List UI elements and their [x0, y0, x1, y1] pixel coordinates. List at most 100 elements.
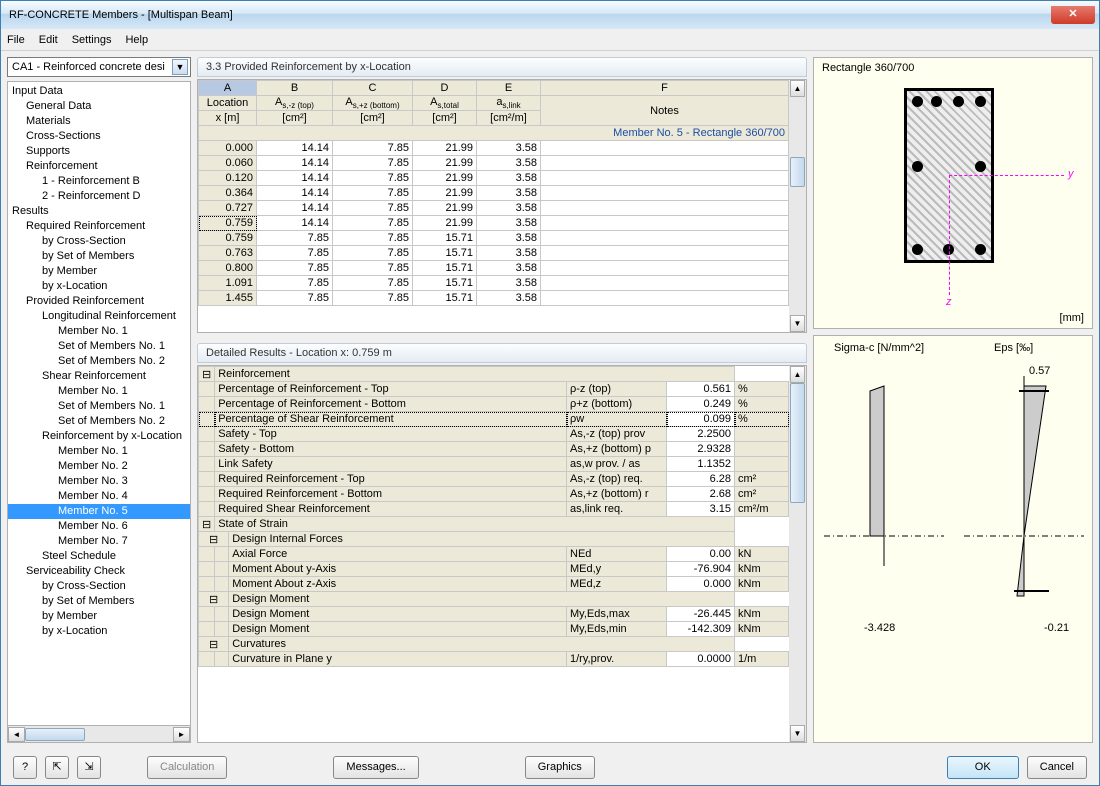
- tree-x-m5[interactable]: Member No. 5: [8, 504, 190, 519]
- col-F[interactable]: F: [541, 81, 789, 96]
- detail-row[interactable]: Safety - BottomAs,+z (bottom) p2.9328: [199, 442, 789, 457]
- messages-button[interactable]: Messages...: [333, 756, 418, 779]
- ok-button[interactable]: OK: [947, 756, 1019, 779]
- tree-cross-sections[interactable]: Cross-Sections: [8, 129, 190, 144]
- tree-x-m1[interactable]: Member No. 1: [8, 444, 190, 459]
- detail-group[interactable]: ⊟Design Moment: [199, 592, 789, 607]
- scroll-right-icon[interactable]: ►: [173, 727, 190, 742]
- table-row[interactable]: 0.8007.857.8515.713.58: [199, 261, 789, 276]
- tree-x-m6[interactable]: Member No. 6: [8, 519, 190, 534]
- detail-row[interactable]: Required Reinforcement - TopAs,-z (top) …: [199, 472, 789, 487]
- graphics-button[interactable]: Graphics: [525, 756, 595, 779]
- tree-input-data[interactable]: Input Data: [8, 84, 190, 99]
- scroll-thumb[interactable]: [790, 157, 805, 187]
- tree-by-member[interactable]: by Member: [8, 264, 190, 279]
- table-row[interactable]: 0.7597.857.8515.713.58: [199, 231, 789, 246]
- tree-x-m2[interactable]: Member No. 2: [8, 459, 190, 474]
- tree-x-m3[interactable]: Member No. 3: [8, 474, 190, 489]
- detail-row[interactable]: Required Reinforcement - BottomAs,+z (bo…: [199, 487, 789, 502]
- table-row[interactable]: 1.4557.857.8515.713.58: [199, 291, 789, 306]
- detail-group[interactable]: ⊟Reinforcement: [199, 367, 789, 382]
- table-row[interactable]: 0.12014.147.8521.993.58: [199, 171, 789, 186]
- col-A[interactable]: A: [199, 81, 257, 96]
- tree-sc-cs[interactable]: by Cross-Section: [8, 579, 190, 594]
- tree-sc-xloc[interactable]: by x-Location: [8, 624, 190, 639]
- data-table[interactable]: A B C D E F Location As,-z (top) As,+z (…: [198, 80, 789, 306]
- tree-sc-set[interactable]: by Set of Members: [8, 594, 190, 609]
- calculation-button[interactable]: Calculation: [147, 756, 227, 779]
- tree-results[interactable]: Results: [8, 204, 190, 219]
- scroll-down-icon[interactable]: ▼: [790, 725, 805, 742]
- tree-long-m1[interactable]: Member No. 1: [8, 324, 190, 339]
- detail-group[interactable]: ⊟Design Internal Forces: [199, 532, 789, 547]
- table-row[interactable]: 0.06014.147.8521.993.58: [199, 156, 789, 171]
- tree-sc-member[interactable]: by Member: [8, 609, 190, 624]
- detail-row[interactable]: Safety - TopAs,-z (top) prov2.2500: [199, 427, 789, 442]
- navigation-tree[interactable]: Input Data General Data Materials Cross-…: [7, 81, 191, 726]
- table-row[interactable]: 0.7637.857.8515.713.58: [199, 246, 789, 261]
- scroll-thumb[interactable]: [25, 728, 85, 741]
- detail-row[interactable]: Moment About y-AxisMEd,y-76.904kNm: [199, 562, 789, 577]
- tree-materials[interactable]: Materials: [8, 114, 190, 129]
- tree-x-m4[interactable]: Member No. 4: [8, 489, 190, 504]
- detail-row[interactable]: Design MomentMy,Eds,max-26.445kNm: [199, 607, 789, 622]
- cancel-button[interactable]: Cancel: [1027, 756, 1087, 779]
- table-vscroll[interactable]: ▲ ▼: [789, 80, 806, 332]
- tree-supports[interactable]: Supports: [8, 144, 190, 159]
- detail-row[interactable]: Design MomentMy,Eds,min-142.309kNm: [199, 622, 789, 637]
- close-button[interactable]: ✕: [1051, 6, 1095, 24]
- export-icon[interactable]: ⇱: [45, 756, 69, 779]
- tree-req-reinf[interactable]: Required Reinforcement: [8, 219, 190, 234]
- menu-file[interactable]: File: [7, 34, 25, 46]
- tree-long-set2[interactable]: Set of Members No. 2: [8, 354, 190, 369]
- tree-reinforcement[interactable]: Reinforcement: [8, 159, 190, 174]
- table-row[interactable]: 1.0917.857.8515.713.58: [199, 276, 789, 291]
- scroll-thumb[interactable]: [790, 383, 805, 503]
- menu-edit[interactable]: Edit: [39, 34, 58, 46]
- col-E[interactable]: E: [477, 81, 541, 96]
- col-C[interactable]: C: [333, 81, 413, 96]
- tree-shear-reinf[interactable]: Shear Reinforcement: [8, 369, 190, 384]
- tree-steel-sched[interactable]: Steel Schedule: [8, 549, 190, 564]
- help-icon[interactable]: ?: [13, 756, 37, 779]
- scroll-up-icon[interactable]: ▲: [790, 80, 805, 97]
- tree-serv-check[interactable]: Serviceability Check: [8, 564, 190, 579]
- detail-row[interactable]: Axial ForceNEd0.00kN: [199, 547, 789, 562]
- detail-group[interactable]: ⊟State of Strain: [199, 517, 789, 532]
- tree-prov-reinf[interactable]: Provided Reinforcement: [8, 294, 190, 309]
- tree-reinf-2[interactable]: 2 - Reinforcement D: [8, 189, 190, 204]
- detail-row[interactable]: Percentage of Reinforcement - Bottomρ+z …: [199, 397, 789, 412]
- tree-long-reinf[interactable]: Longitudinal Reinforcement: [8, 309, 190, 324]
- detail-row[interactable]: Link Safetyas,w prov. / as1.1352: [199, 457, 789, 472]
- detail-group[interactable]: ⊟Curvatures: [199, 637, 789, 652]
- detail-row[interactable]: Curvature in Plane y1/ry,prov.0.00001/m: [199, 652, 789, 667]
- tree-general-data[interactable]: General Data: [8, 99, 190, 114]
- tree-shear-set2[interactable]: Set of Members No. 2: [8, 414, 190, 429]
- tree-by-xloc[interactable]: by x-Location: [8, 279, 190, 294]
- detail-row[interactable]: Percentage of Shear Reinforcementρw0.099…: [199, 412, 789, 427]
- table-row[interactable]: 0.75914.147.8521.993.58: [199, 216, 789, 231]
- menu-help[interactable]: Help: [125, 34, 148, 46]
- table-row[interactable]: 0.72714.147.8521.993.58: [199, 201, 789, 216]
- chevron-down-icon[interactable]: ▼: [172, 59, 188, 75]
- tree-reinf-1[interactable]: 1 - Reinforcement B: [8, 174, 190, 189]
- col-D[interactable]: D: [413, 81, 477, 96]
- table-row[interactable]: 0.00014.147.8521.993.58: [199, 141, 789, 156]
- scroll-left-icon[interactable]: ◄: [8, 727, 25, 742]
- tree-hscroll[interactable]: ◄ ►: [7, 726, 191, 743]
- tree-by-set[interactable]: by Set of Members: [8, 249, 190, 264]
- detail-row[interactable]: Percentage of Reinforcement - Topρ-z (to…: [199, 382, 789, 397]
- details-vscroll[interactable]: ▲ ▼: [789, 366, 806, 742]
- tree-shear-m1[interactable]: Member No. 1: [8, 384, 190, 399]
- scroll-down-icon[interactable]: ▼: [790, 315, 805, 332]
- col-B[interactable]: B: [257, 81, 333, 96]
- tree-reinf-by-x[interactable]: Reinforcement by x-Location: [8, 429, 190, 444]
- details-table[interactable]: ⊟ReinforcementPercentage of Reinforcemen…: [198, 366, 789, 667]
- case-combo[interactable]: CA1 - Reinforced concrete desi ▼: [7, 57, 191, 77]
- scroll-up-icon[interactable]: ▲: [790, 366, 805, 383]
- tree-shear-set1[interactable]: Set of Members No. 1: [8, 399, 190, 414]
- tree-x-m7[interactable]: Member No. 7: [8, 534, 190, 549]
- detail-row[interactable]: Required Shear Reinforcementas,link req.…: [199, 502, 789, 517]
- table-row[interactable]: 0.36414.147.8521.993.58: [199, 186, 789, 201]
- tree-long-set1[interactable]: Set of Members No. 1: [8, 339, 190, 354]
